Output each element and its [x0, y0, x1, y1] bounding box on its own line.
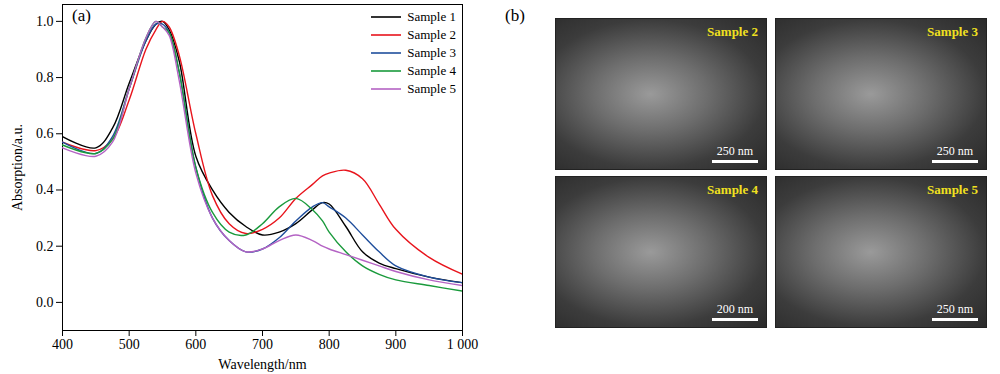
html-text:(a): (a)	[72, 6, 91, 25]
svg-text:Wavelength/nm: Wavelength/nm	[218, 357, 306, 372]
html-text:Sample 1: Sample 1	[407, 9, 456, 24]
html-text:Sample 3: Sample 3	[407, 45, 456, 60]
svg-text:0.6: 0.6	[36, 126, 54, 141]
html-text:Sample 4: Sample 4	[707, 182, 758, 197]
svg-text:0.4: 0.4	[36, 182, 54, 197]
html-text:250 nm: 250 nm	[936, 144, 974, 158]
svg-text:Absorption/a.u.: Absorption/a.u.	[10, 124, 25, 211]
html-text:250 nm: 250 nm	[716, 144, 754, 158]
html-text:250 nm: 250 nm	[936, 302, 974, 316]
html-text:Sample 4: Sample 4	[407, 63, 456, 78]
html-text:Sample 3: Sample 3	[927, 24, 978, 39]
svg-text:500: 500	[119, 337, 140, 352]
svg-text:0.2: 0.2	[36, 239, 54, 254]
html-text:Sample 5: Sample 5	[927, 182, 978, 197]
svg-text:1.0: 1.0	[36, 14, 54, 29]
svg-text:400: 400	[52, 337, 73, 352]
svg-text:900: 900	[385, 337, 406, 352]
html-text:Sample 5: Sample 5	[407, 81, 456, 96]
html-text:Sample 2: Sample 2	[707, 24, 758, 39]
svg-text:700: 700	[252, 337, 273, 352]
svg-text:1 000: 1 000	[447, 337, 479, 352]
svg-text:800: 800	[319, 337, 340, 352]
html-text:200 nm: 200 nm	[716, 302, 754, 316]
html-text:(b): (b)	[505, 6, 525, 25]
svg-text:0.8: 0.8	[36, 70, 54, 85]
html-text:Sample 2: Sample 2	[407, 27, 456, 42]
svg-text:600: 600	[185, 337, 206, 352]
svg-text:0.0: 0.0	[36, 295, 54, 310]
